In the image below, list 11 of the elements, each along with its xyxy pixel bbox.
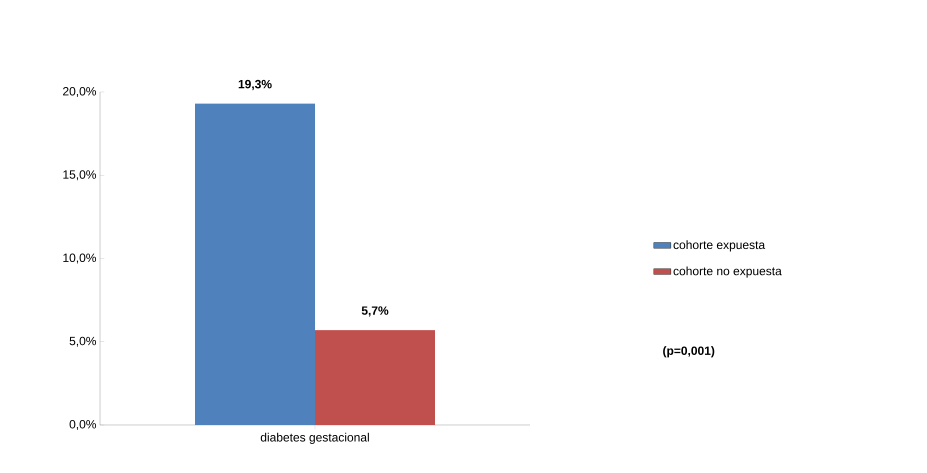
y-tick-label: 0,0%: [70, 420, 96, 430]
text: (p=0,001): [663, 346, 714, 358]
legend-label: cohorte expuesta: [674, 240, 766, 252]
y-tick-label: 15,0%: [63, 170, 96, 180]
y-tick-label: 20,0%: [63, 87, 96, 97]
data-label: 5,7%: [362, 306, 388, 317]
y-tick-label: 5,0%: [70, 336, 96, 347]
x-tick-label: diabetes gestacional: [260, 432, 369, 444]
legend-label: cohorte no expuesta: [674, 266, 782, 278]
data-label: 19,3%: [238, 80, 272, 90]
y-tick-label: 10,0%: [63, 254, 96, 264]
